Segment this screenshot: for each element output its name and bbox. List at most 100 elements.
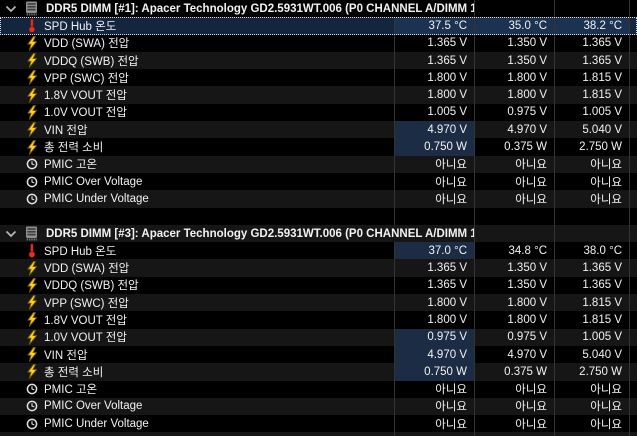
- spacer-cell: [630, 208, 637, 225]
- section-header-row[interactable]: DDR5 DIMM [#3]: Apacer Technology GD2.59…: [0, 224, 637, 243]
- sensor-row[interactable]: PMIC Under Voltage 아니요 아니요 아니요: [0, 415, 637, 433]
- sensor-row[interactable]: VPP (SWC) 전압 1.800 V 1.800 V 1.815 V: [0, 294, 637, 312]
- sensor-label-cell: VPP (SWC) 전압: [0, 69, 395, 87]
- sensor-row[interactable]: PMIC Over Voltage 아니요 아니요 아니요: [0, 397, 637, 416]
- value-current: 0.975 V: [395, 328, 475, 346]
- sensor-row[interactable]: 1.8V VOUT 전압 1.800 V 1.800 V 1.815 V: [0, 311, 637, 329]
- header-empty-cell: [555, 224, 630, 243]
- bolt-icon: [25, 139, 38, 155]
- value-maximum: 1.365 V: [555, 51, 630, 70]
- section-title: DDR5 DIMM [#1]: Apacer Technology GD2.59…: [46, 2, 474, 15]
- sensor-row[interactable]: 1.0V VOUT 전압 1.005 V 0.975 V 1.005 V: [0, 103, 637, 122]
- value-current: 1.365 V: [395, 276, 475, 295]
- value-maximum: 1.365 V: [555, 34, 630, 52]
- sensor-row[interactable]: PMIC 고온 아니요 아니요 아니요: [0, 380, 637, 398]
- value-minimum: 4.970 V: [475, 345, 555, 364]
- value-maximum: 2.750 W: [555, 363, 630, 381]
- value-minimum: 1.800 V: [475, 294, 555, 312]
- bolt-icon: [25, 104, 38, 120]
- dimm-module-icon: [25, 226, 38, 241]
- spacer-cell: [630, 432, 637, 436]
- value-maximum: 아니요: [555, 380, 630, 398]
- bolt-icon: [25, 35, 38, 51]
- value-current: 아니요: [395, 397, 475, 416]
- chevron-down-icon[interactable]: [5, 230, 17, 238]
- sensor-row[interactable]: VDD (SWA) 전압 1.365 V 1.350 V 1.365 V: [0, 259, 637, 277]
- value-average-clipped: [630, 259, 637, 276]
- spacer-cell: [555, 432, 630, 436]
- value-average-clipped: [630, 69, 637, 86]
- sensor-label-cell: VDD (SWA) 전압: [0, 34, 395, 52]
- sensor-label: VIN 전압: [44, 124, 88, 137]
- sensor-row[interactable]: VDDQ (SWB) 전압 1.365 V 1.350 V 1.365 V: [0, 276, 637, 295]
- sensor-row[interactable]: 총 전력 소비 0.750 W 0.375 W 2.750 W: [0, 363, 637, 381]
- value-maximum: 아니요: [555, 190, 630, 208]
- section-title: DDR5 DIMM [#3]: Apacer Technology GD2.59…: [46, 227, 474, 240]
- spacer-cell: [0, 432, 395, 436]
- value-current: 1.800 V: [395, 311, 475, 329]
- sensor-label-cell: VIN 전압: [0, 345, 395, 364]
- value-maximum: 1.365 V: [555, 276, 630, 295]
- sensor-row[interactable]: VDDQ (SWB) 전압 1.365 V 1.350 V 1.365 V: [0, 51, 637, 70]
- sensor-row[interactable]: 1.0V VOUT 전압 0.975 V 0.975 V 1.005 V: [0, 328, 637, 346]
- value-current: 1.365 V: [395, 259, 475, 277]
- sensor-label: VPP (SWC) 전압: [44, 297, 129, 310]
- clock-icon: [25, 176, 38, 188]
- value-average-clipped: [630, 104, 637, 121]
- value-average-clipped: [630, 156, 637, 173]
- chevron-down-icon[interactable]: [5, 5, 17, 13]
- value-maximum: 1.815 V: [555, 86, 630, 104]
- sensor-label-cell: VIN 전압: [0, 121, 395, 139]
- bolt-icon: [25, 87, 38, 103]
- sensor-row[interactable]: PMIC Under Voltage 아니요 아니요 아니요: [0, 190, 637, 208]
- clock-icon: [25, 400, 38, 412]
- sensor-row[interactable]: PMIC 고온 아니요 아니요 아니요: [0, 155, 637, 173]
- header-empty-cell: [630, 0, 637, 17]
- value-minimum: 1.350 V: [475, 276, 555, 295]
- section-header-row[interactable]: DDR5 DIMM [#1]: Apacer Technology GD2.59…: [0, 0, 637, 18]
- value-average-clipped: [630, 173, 637, 190]
- value-current: 4.970 V: [395, 121, 475, 139]
- value-minimum: 0.975 V: [475, 328, 555, 346]
- sensor-row[interactable]: VPP (SWC) 전압 1.800 V 1.800 V 1.815 V: [0, 69, 637, 87]
- value-current: 1.005 V: [395, 103, 475, 122]
- sensor-label-cell: PMIC Over Voltage: [0, 397, 395, 416]
- sensor-row[interactable]: PMIC Over Voltage 아니요 아니요 아니요: [0, 172, 637, 191]
- sensor-label: PMIC Over Voltage: [44, 175, 143, 188]
- sensor-row[interactable]: 총 전력 소비 0.750 W 0.375 W 2.750 W: [0, 138, 637, 156]
- bolt-icon: [25, 122, 38, 137]
- sensor-row[interactable]: 1.8V VOUT 전압 1.800 V 1.800 V 1.815 V: [0, 86, 637, 104]
- value-current: 0.750 W: [395, 138, 475, 156]
- sensor-label-cell: 1.8V VOUT 전압: [0, 311, 395, 329]
- value-average-clipped: [630, 363, 637, 380]
- value-current: 37.5 °C: [395, 17, 475, 35]
- value-current: 4.970 V: [395, 345, 475, 364]
- value-average-clipped: [630, 190, 637, 207]
- spacer-cell: [475, 432, 555, 436]
- sensor-row[interactable]: VDD (SWA) 전압 1.365 V 1.350 V 1.365 V: [0, 34, 637, 52]
- value-average-clipped: [630, 35, 637, 52]
- value-maximum: 2.750 W: [555, 138, 630, 156]
- value-maximum: 아니요: [555, 415, 630, 433]
- sensor-label: PMIC Under Voltage: [44, 417, 149, 430]
- sensor-label-cell: PMIC Over Voltage: [0, 172, 395, 191]
- value-average-clipped: [630, 86, 637, 103]
- value-current: 37.0 °C: [395, 242, 475, 260]
- value-minimum: 아니요: [475, 415, 555, 433]
- spacer-cell: [475, 207, 555, 225]
- value-average-clipped: [630, 381, 637, 398]
- value-minimum: 아니요: [475, 172, 555, 191]
- section-header-label-cell: DDR5 DIMM [#1]: Apacer Technology GD2.59…: [0, 0, 475, 18]
- sensor-row[interactable]: SPD Hub 온도 37.5 °C 35.0 °C 38.2 °C: [0, 17, 637, 35]
- value-maximum: 아니요: [555, 397, 630, 416]
- sensor-row[interactable]: VIN 전압 4.970 V 4.970 V 5.040 V: [0, 121, 637, 139]
- sensor-row[interactable]: VIN 전압 4.970 V 4.970 V 5.040 V: [0, 345, 637, 364]
- bolt-icon: [25, 364, 38, 380]
- clock-icon: [25, 418, 38, 430]
- sensor-label: PMIC Under Voltage: [44, 192, 149, 205]
- value-minimum: 아니요: [475, 397, 555, 416]
- value-minimum: 1.350 V: [475, 259, 555, 277]
- sensor-label: VIN 전압: [44, 349, 88, 362]
- sensor-row[interactable]: SPD Hub 온도 37.0 °C 34.8 °C 38.0 °C: [0, 242, 637, 260]
